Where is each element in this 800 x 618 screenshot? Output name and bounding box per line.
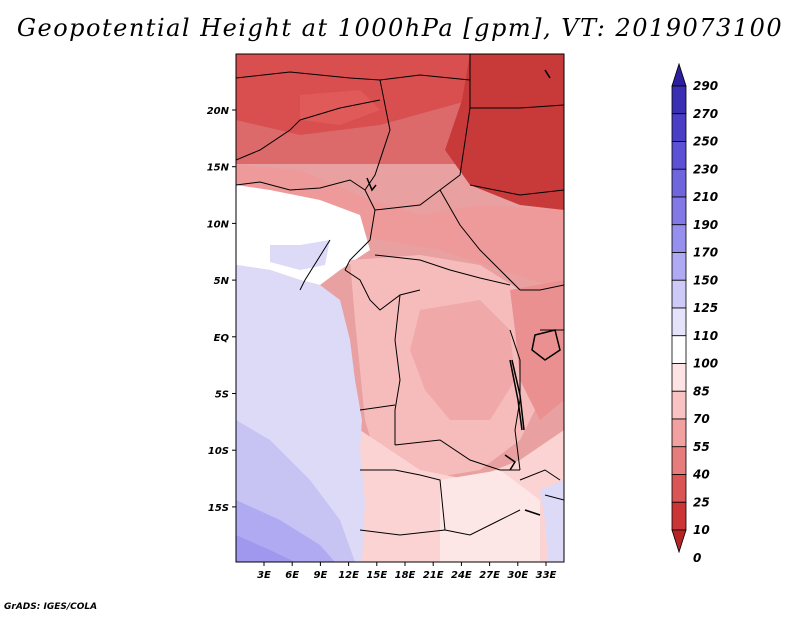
lat-axis: 20N 15N 10N 5N EQ 5S 10S 15S <box>207 106 236 514</box>
colorbar-swatch <box>671 501 687 531</box>
field-sahel <box>236 165 564 290</box>
colorbar-swatch <box>671 252 687 281</box>
field-gulf-guinea <box>270 240 330 270</box>
lat-tick-label: 10N <box>207 219 230 230</box>
lakes <box>366 69 561 516</box>
colorbar-swatch <box>671 85 687 115</box>
lon-tick-label: 33E <box>536 570 557 581</box>
colorbar-swatch <box>671 279 687 309</box>
colorbar-swatch <box>671 418 687 448</box>
colorbar-swatch <box>671 335 687 364</box>
colorbar-label: 125 <box>693 301 718 315</box>
colorbar-label: 55 <box>693 440 710 454</box>
colorbar-swatch <box>671 390 687 420</box>
field-congo-core <box>410 300 515 420</box>
map-field <box>236 54 564 562</box>
colorbar-label: 0 <box>693 551 701 565</box>
map-frame <box>235 53 565 563</box>
lon-tick-label: 15E <box>366 570 387 581</box>
colorbar-label: 40 <box>692 468 710 482</box>
lon-tick-label: 18E <box>395 570 416 581</box>
lon-tick-label: 3E <box>257 570 271 581</box>
colorbar-label: 210 <box>693 190 718 204</box>
lon-tick-label: 6E <box>285 570 299 581</box>
colorbar-label: 230 <box>693 162 718 176</box>
lat-tick-label: 10S <box>208 446 229 457</box>
lon-tick-label: 21E <box>423 570 444 581</box>
lat-tick-label: 20N <box>207 106 230 117</box>
colorbar-label: 250 <box>693 135 718 149</box>
colorbar-swatch <box>671 446 687 475</box>
lon-tick-label: 12E <box>338 570 359 581</box>
field-south-light <box>440 470 540 562</box>
colorbar-swatch <box>671 363 687 392</box>
lat-tick-label: 5S <box>215 390 229 401</box>
colorbar-top-arrow <box>671 62 687 87</box>
field-sudan-high <box>445 54 564 210</box>
field-east-highlands <box>510 280 564 420</box>
field-indian-ocean <box>540 480 564 562</box>
colorbar-swatch <box>671 307 687 337</box>
colorbar: 2902702502302101901701501251101008570554… <box>671 62 718 565</box>
lat-tick-label: EQ <box>214 333 230 344</box>
colorbar-label: 190 <box>693 218 718 232</box>
lat-tick-label: 5N <box>214 276 230 287</box>
field-coast-white <box>236 185 370 285</box>
colorbar-bottom-arrow <box>671 529 687 554</box>
colorbar-label: 150 <box>693 273 718 287</box>
lon-tick-label: 30E <box>507 570 528 581</box>
lat-tick-label: 15S <box>208 503 229 514</box>
colorbar-label: 85 <box>693 384 710 398</box>
colorbar-label: 100 <box>693 357 718 371</box>
borders <box>236 54 564 536</box>
lon-tick-label: 27E <box>479 570 500 581</box>
colorbar-label: 270 <box>693 107 718 121</box>
map-title: Geopotential Height at 1000hPa [gpm], VT… <box>16 14 784 42</box>
lon-tick-label: 24E <box>451 570 472 581</box>
lat-tick-label: 15N <box>207 163 230 174</box>
colorbar-label: 170 <box>693 246 718 260</box>
colorbar-label: 25 <box>693 495 710 509</box>
colorbar-label: 10 <box>693 523 710 537</box>
lon-axis: 3E 6E 9E 12E 15E 18E 21E 24E 27E 30E 33E <box>257 562 557 581</box>
colorbar-swatch <box>671 141 687 170</box>
colorbar-swatch <box>671 168 687 198</box>
field-atlantic-sw <box>236 535 295 562</box>
colorbar-swatch <box>671 113 687 142</box>
lon-tick-label: 9E <box>314 570 328 581</box>
grads-credit: GrADS: IGES/COLA <box>4 602 98 612</box>
colorbar-label: 110 <box>693 329 718 343</box>
colorbar-label: 70 <box>693 412 710 426</box>
colorbar-swatch <box>671 474 687 503</box>
colorbar-label: 290 <box>693 79 718 93</box>
colorbar-swatch <box>671 224 687 253</box>
colorbar-swatch <box>671 196 687 226</box>
